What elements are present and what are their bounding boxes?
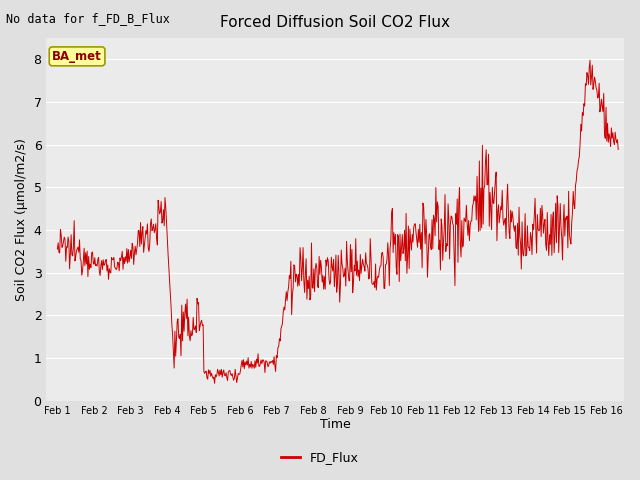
Y-axis label: Soil CO2 Flux (μmol/m2/s): Soil CO2 Flux (μmol/m2/s) — [15, 138, 28, 301]
Title: Forced Diffusion Soil CO2 Flux: Forced Diffusion Soil CO2 Flux — [220, 15, 451, 30]
X-axis label: Time: Time — [320, 419, 351, 432]
Legend: FD_Flux: FD_Flux — [276, 446, 364, 469]
Text: No data for f_FD_B_Flux: No data for f_FD_B_Flux — [6, 12, 170, 25]
Text: BA_met: BA_met — [52, 50, 102, 63]
